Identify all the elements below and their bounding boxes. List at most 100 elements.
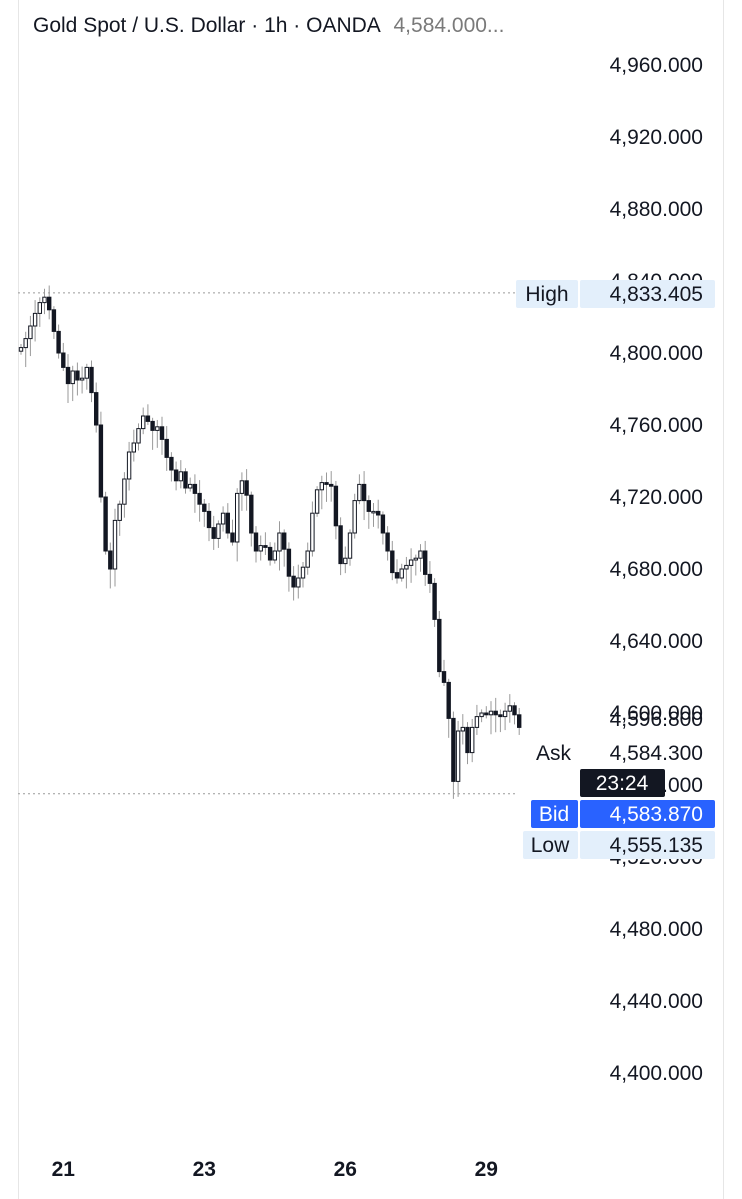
candle-body xyxy=(314,489,320,514)
high-label-badge xyxy=(516,280,578,308)
candle-body xyxy=(399,568,404,579)
low-label-text: Low xyxy=(531,834,570,857)
bid-value-text: 4,583.870 xyxy=(610,803,703,826)
candle-body xyxy=(61,352,66,368)
candle-body xyxy=(51,309,57,332)
candle-body xyxy=(291,575,296,588)
candle-body xyxy=(225,512,231,534)
title-separator: · xyxy=(293,14,307,37)
candle-body xyxy=(357,483,362,502)
candle-body xyxy=(441,671,447,683)
candle-body xyxy=(249,494,254,534)
candle-body xyxy=(37,302,42,314)
candle-body xyxy=(300,566,306,579)
candle-body xyxy=(361,483,367,502)
candle-body xyxy=(183,471,188,489)
candle-body xyxy=(136,428,141,444)
candle-body xyxy=(117,503,122,521)
candle-body xyxy=(413,557,419,561)
chart-frame-right xyxy=(723,0,724,1199)
candle-body xyxy=(286,548,292,577)
candle-body xyxy=(164,438,169,458)
candle-body xyxy=(70,370,75,385)
candle-body xyxy=(310,512,315,552)
candle-body xyxy=(23,338,28,349)
candle-body xyxy=(404,564,409,570)
x-axis: 21 23 26 29 xyxy=(52,1158,498,1181)
y-tick-label: 4,480.000 xyxy=(610,918,703,941)
symbol-name: Gold Spot / U.S. Dollar xyxy=(33,14,246,37)
x-tick-label: 21 xyxy=(52,1158,76,1181)
candle-body xyxy=(517,714,522,728)
candle-body xyxy=(498,714,503,718)
candle-body xyxy=(112,519,118,570)
candle-body xyxy=(512,705,517,716)
candle-body xyxy=(145,415,151,422)
candle-body xyxy=(258,545,263,552)
candle-body xyxy=(432,582,437,620)
low-label-badge xyxy=(523,831,578,859)
candle-body xyxy=(455,730,461,782)
candle-body xyxy=(394,572,400,579)
candle-body xyxy=(98,424,104,498)
ask-value: 4,584.300 xyxy=(610,742,703,765)
candle-body xyxy=(347,532,353,559)
y-tick-label: 4,720.000 xyxy=(610,486,703,509)
candle-body xyxy=(239,480,245,494)
candle-body xyxy=(126,451,132,480)
candle-body xyxy=(451,717,456,782)
candle-body xyxy=(329,483,334,487)
candle-body xyxy=(282,532,287,550)
candle-body xyxy=(253,532,259,552)
candle-body xyxy=(333,485,339,527)
candle-body xyxy=(192,483,198,494)
broker: OANDA xyxy=(306,14,380,37)
candle-body xyxy=(488,710,494,716)
candle-body xyxy=(385,532,390,552)
last-price: 4,584.000... xyxy=(393,14,505,37)
candle-body xyxy=(28,325,33,340)
candle-body xyxy=(423,550,428,575)
candle-body xyxy=(150,420,155,431)
y-tick-label: 4,920.000 xyxy=(610,126,703,149)
candle-body xyxy=(155,426,160,431)
candle-body xyxy=(75,370,80,381)
candle-body xyxy=(474,716,480,728)
ask-label: Ask xyxy=(536,742,572,765)
high-label-text: High xyxy=(525,283,568,306)
candle-body xyxy=(197,492,202,505)
candle-body xyxy=(277,532,282,552)
candle-body xyxy=(460,726,466,732)
candle-body xyxy=(366,500,372,512)
candle-body xyxy=(178,471,184,482)
interval[interactable]: 1h xyxy=(264,14,288,37)
candle-body xyxy=(479,712,484,718)
candle-body xyxy=(94,392,99,426)
candle-body xyxy=(32,312,38,327)
candle-body xyxy=(141,415,146,430)
candle-body xyxy=(465,726,470,754)
candle-body xyxy=(89,366,94,394)
y-tick-label: 4,440.000 xyxy=(610,990,703,1013)
price-levels: High 4,833.405 4,596.800 Ask 4,584.300 23:24 B… xyxy=(18,280,715,859)
low-value-badge xyxy=(580,831,715,859)
candle-body xyxy=(507,705,513,712)
candle-body xyxy=(108,550,113,570)
candle-body xyxy=(56,330,61,354)
candle-body xyxy=(65,366,71,385)
y-tick-label: 4,600.000 xyxy=(610,702,703,725)
y-tick-label: 4,640.000 xyxy=(610,630,703,653)
high-value-badge xyxy=(580,280,715,308)
bid-value-badge xyxy=(580,800,715,828)
candle-body xyxy=(42,296,47,304)
candle-body xyxy=(206,510,212,529)
low-value-text: 4,555.135 xyxy=(610,834,703,857)
candle-body xyxy=(446,681,451,719)
candle-body xyxy=(371,510,376,514)
candle-body xyxy=(220,512,226,525)
candle-body xyxy=(230,532,235,543)
candle-body xyxy=(47,296,52,311)
countdown-badge xyxy=(580,769,665,797)
candle-body xyxy=(79,377,85,381)
